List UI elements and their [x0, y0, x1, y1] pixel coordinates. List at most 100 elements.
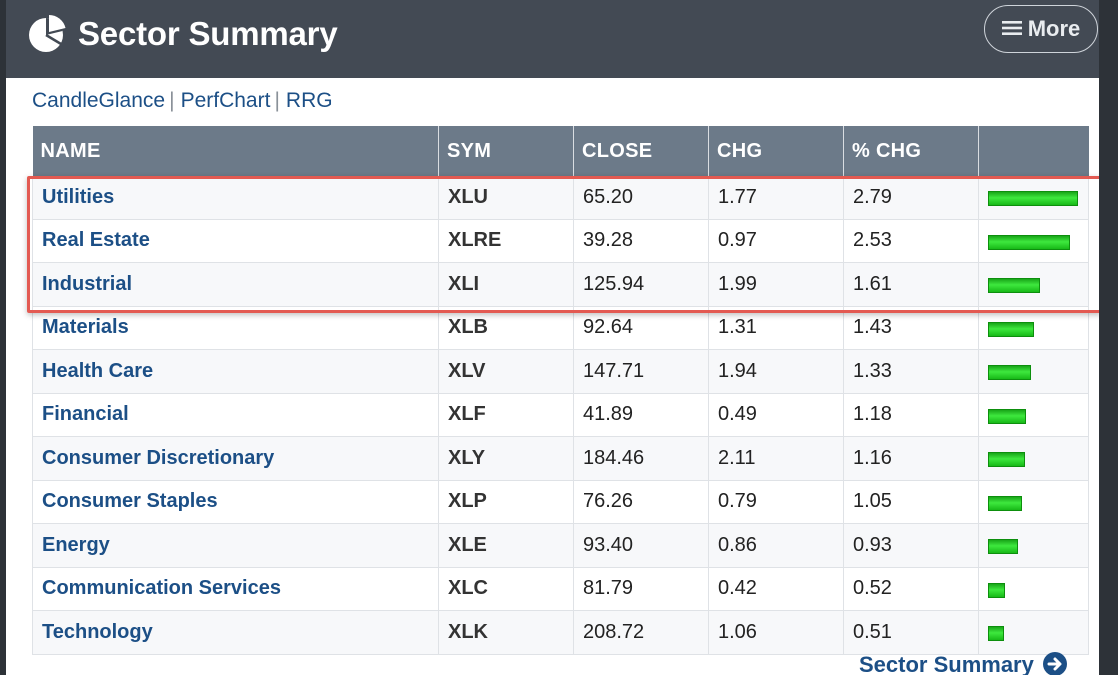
- column-header-close[interactable]: CLOSE: [573, 126, 709, 176]
- hamburger-icon: [1001, 21, 1022, 36]
- table-row[interactable]: Technology XLK 208.72 1.06 0.51: [32, 610, 1089, 655]
- sector-name-cell[interactable]: Materials: [32, 306, 439, 350]
- symbol-cell: XLK: [438, 610, 574, 655]
- table-row[interactable]: Consumer Discretionary XLY 184.46 2.11 1.16: [32, 436, 1089, 481]
- chg-cell: 0.49: [708, 393, 844, 437]
- pct-chg-bar: [988, 234, 1070, 250]
- chart-links: CandleGlance | PerfChart | RRG: [32, 88, 333, 114]
- sector-summary-panel: Sector Summary More CandleGlance | PerfCha…: [6, 0, 1099, 675]
- sector-summary-link-label: Sector Summary: [859, 652, 1034, 675]
- chg-cell: 0.42: [708, 567, 844, 611]
- pct-chg-bar: [988, 582, 1005, 598]
- table-row[interactable]: Real Estate XLRE 39.28 0.97 2.53: [32, 219, 1089, 263]
- symbol-cell: XLP: [438, 480, 574, 524]
- sector-name-cell[interactable]: Utilities: [32, 176, 439, 220]
- symbol-cell: XLU: [438, 176, 574, 220]
- symbol-cell: XLI: [438, 262, 574, 307]
- close-cell: 65.20: [573, 176, 709, 220]
- pct-chg-bar-cell: [978, 349, 1089, 394]
- table-row[interactable]: Financial XLF 41.89 0.49 1.18: [32, 393, 1089, 437]
- column-header-sym[interactable]: SYM: [438, 126, 574, 176]
- header-bar: Sector Summary More: [6, 0, 1099, 78]
- pct-chg-bar-cell: [978, 567, 1089, 611]
- pct-chg-bar: [988, 321, 1034, 337]
- link-separator: |: [169, 89, 175, 112]
- sector-table: NAME SYM CLOSE CHG % CHG Utilities XLU 65.…: [32, 126, 1089, 655]
- perfchart-link[interactable]: PerfChart: [180, 89, 271, 112]
- pct-chg-bar-cell: [978, 306, 1089, 350]
- pct-chg-bar-cell: [978, 480, 1089, 524]
- table-row[interactable]: Utilities XLU 65.20 1.77 2.79: [32, 176, 1089, 220]
- more-menu-button[interactable]: More: [984, 5, 1098, 53]
- pct-chg-cell: 1.18: [843, 393, 979, 437]
- close-cell: 81.79: [573, 567, 709, 611]
- pct-chg-bar: [988, 365, 1031, 381]
- link-separator: |: [274, 89, 280, 112]
- sector-name-cell[interactable]: Real Estate: [32, 219, 439, 263]
- pct-chg-cell: 1.43: [843, 306, 979, 350]
- sector-name-cell[interactable]: Health Care: [32, 349, 439, 394]
- pct-chg-bar: [988, 539, 1018, 555]
- close-cell: 208.72: [573, 610, 709, 655]
- pct-chg-bar: [988, 626, 1004, 642]
- close-cell: 92.64: [573, 306, 709, 350]
- sector-name-cell[interactable]: Technology: [32, 610, 439, 655]
- close-cell: 184.46: [573, 436, 709, 481]
- symbol-cell: XLF: [438, 393, 574, 437]
- pct-chg-cell: 0.52: [843, 567, 979, 611]
- chg-cell: 0.86: [708, 523, 844, 568]
- sector-summary-link[interactable]: Sector Summary: [859, 652, 1068, 675]
- rrg-link[interactable]: RRG: [285, 89, 333, 112]
- symbol-cell: XLY: [438, 436, 574, 481]
- sector-name-cell[interactable]: Consumer Staples: [32, 480, 439, 524]
- chg-cell: 1.77: [708, 176, 844, 220]
- candleglance-link[interactable]: CandleGlance: [32, 89, 166, 112]
- chg-cell: 1.31: [708, 306, 844, 350]
- pct-chg-bar: [988, 495, 1022, 511]
- table-row[interactable]: Communication Services XLC 81.79 0.42 0.52: [32, 567, 1089, 611]
- chg-cell: 2.11: [708, 436, 844, 481]
- sector-name-cell[interactable]: Financial: [32, 393, 439, 437]
- column-header-pct-chg[interactable]: % CHG: [843, 126, 979, 176]
- symbol-cell: XLV: [438, 349, 574, 394]
- table-row[interactable]: Industrial XLI 125.94 1.99 1.61: [32, 262, 1089, 307]
- table-row[interactable]: Energy XLE 93.40 0.86 0.93: [32, 523, 1089, 568]
- circle-arrow-right-icon: [1042, 652, 1067, 675]
- more-button-label: More: [1027, 16, 1081, 41]
- pct-chg-cell: 2.53: [843, 219, 979, 263]
- chg-cell: 0.79: [708, 480, 844, 524]
- sector-name-cell[interactable]: Communication Services: [32, 567, 439, 611]
- chg-cell: 1.06: [708, 610, 844, 655]
- pct-chg-cell: 1.61: [843, 262, 979, 307]
- table-row[interactable]: Consumer Staples XLP 76.26 0.79 1.05: [32, 480, 1089, 524]
- pct-chg-bar-cell: [978, 176, 1089, 220]
- pct-chg-cell: 2.79: [843, 176, 979, 220]
- pct-chg-bar-cell: [978, 436, 1089, 481]
- table-header-row: NAME SYM CLOSE CHG % CHG: [32, 126, 1089, 176]
- pct-chg-bar-cell: [978, 610, 1089, 655]
- sector-name-cell[interactable]: Energy: [32, 523, 439, 568]
- chg-cell: 0.97: [708, 219, 844, 263]
- sector-name-cell[interactable]: Consumer Discretionary: [32, 436, 439, 481]
- symbol-cell: XLB: [438, 306, 574, 350]
- pct-chg-cell: 1.16: [843, 436, 979, 481]
- pie-chart-icon: [29, 15, 66, 52]
- close-cell: 76.26: [573, 480, 709, 524]
- chg-cell: 1.94: [708, 349, 844, 394]
- pct-chg-bar-cell: [978, 393, 1089, 437]
- page-title: Sector Summary: [78, 15, 338, 52]
- close-cell: 41.89: [573, 393, 709, 437]
- pct-chg-bar-cell: [978, 219, 1089, 263]
- table-row[interactable]: Health Care XLV 147.71 1.94 1.33: [32, 349, 1089, 394]
- sector-name-cell[interactable]: Industrial: [32, 262, 439, 307]
- symbol-cell: XLC: [438, 567, 574, 611]
- close-cell: 147.71: [573, 349, 709, 394]
- pct-chg-bar-cell: [978, 262, 1089, 307]
- column-header-bar: [978, 126, 1089, 176]
- table-row[interactable]: Materials XLB 92.64 1.31 1.43: [32, 306, 1089, 350]
- column-header-chg[interactable]: CHG: [708, 126, 844, 176]
- pct-chg-cell: 0.93: [843, 523, 979, 568]
- symbol-cell: XLE: [438, 523, 574, 568]
- column-header-name[interactable]: NAME: [32, 126, 439, 176]
- pct-chg-bar: [988, 278, 1040, 294]
